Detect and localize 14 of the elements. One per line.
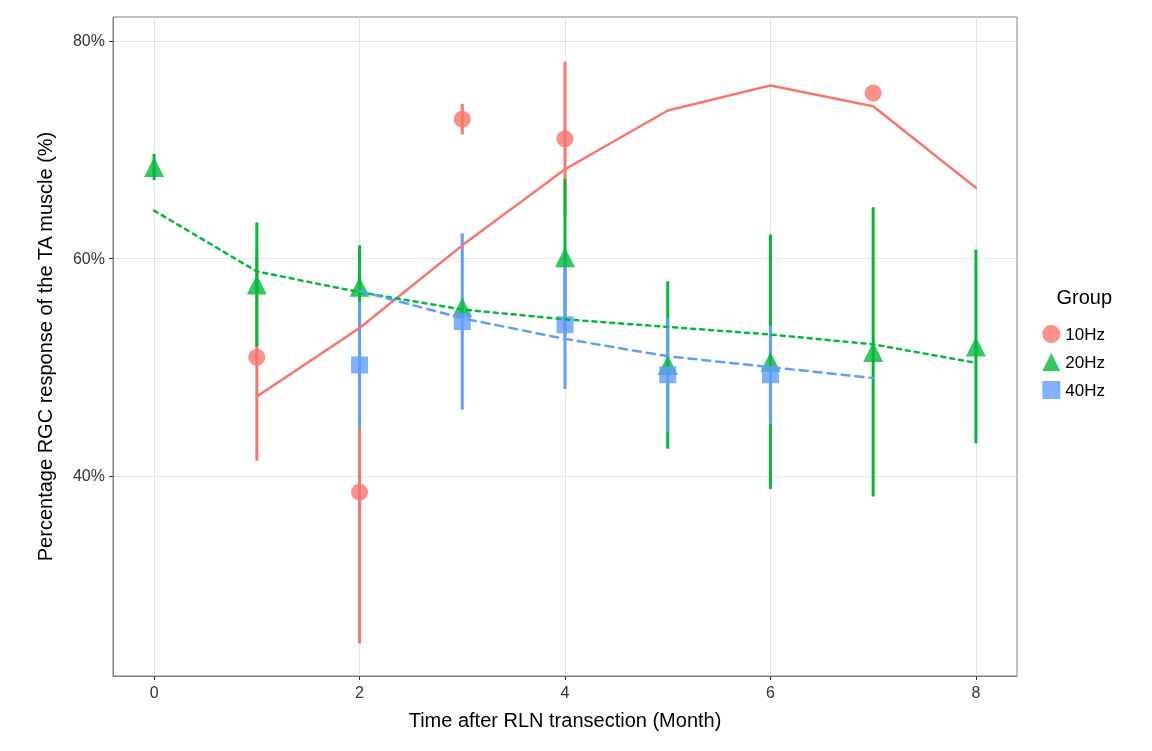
legend-label: 10Hz — [1065, 324, 1105, 344]
x-axis-title: Time after RLN transection (Month) — [408, 709, 722, 731]
x-tick-label: 8 — [971, 683, 981, 701]
x-tick-label: 4 — [560, 683, 570, 701]
y-axis-title: Percentage RGC response of the TA muscle (%) — [34, 131, 56, 562]
x-tick-label: 0 — [149, 683, 159, 701]
x-tick-label: 6 — [766, 683, 775, 701]
y-tick-label: 80% — [72, 32, 105, 50]
legend-label: 20Hz — [1065, 352, 1105, 372]
y-tick-label: 40% — [72, 467, 105, 485]
x-tick-label: 2 — [355, 683, 365, 701]
y-tick-label: 60% — [72, 249, 105, 267]
legend-label: 40Hz — [1065, 380, 1105, 400]
legend-title: Group — [1056, 286, 1113, 308]
